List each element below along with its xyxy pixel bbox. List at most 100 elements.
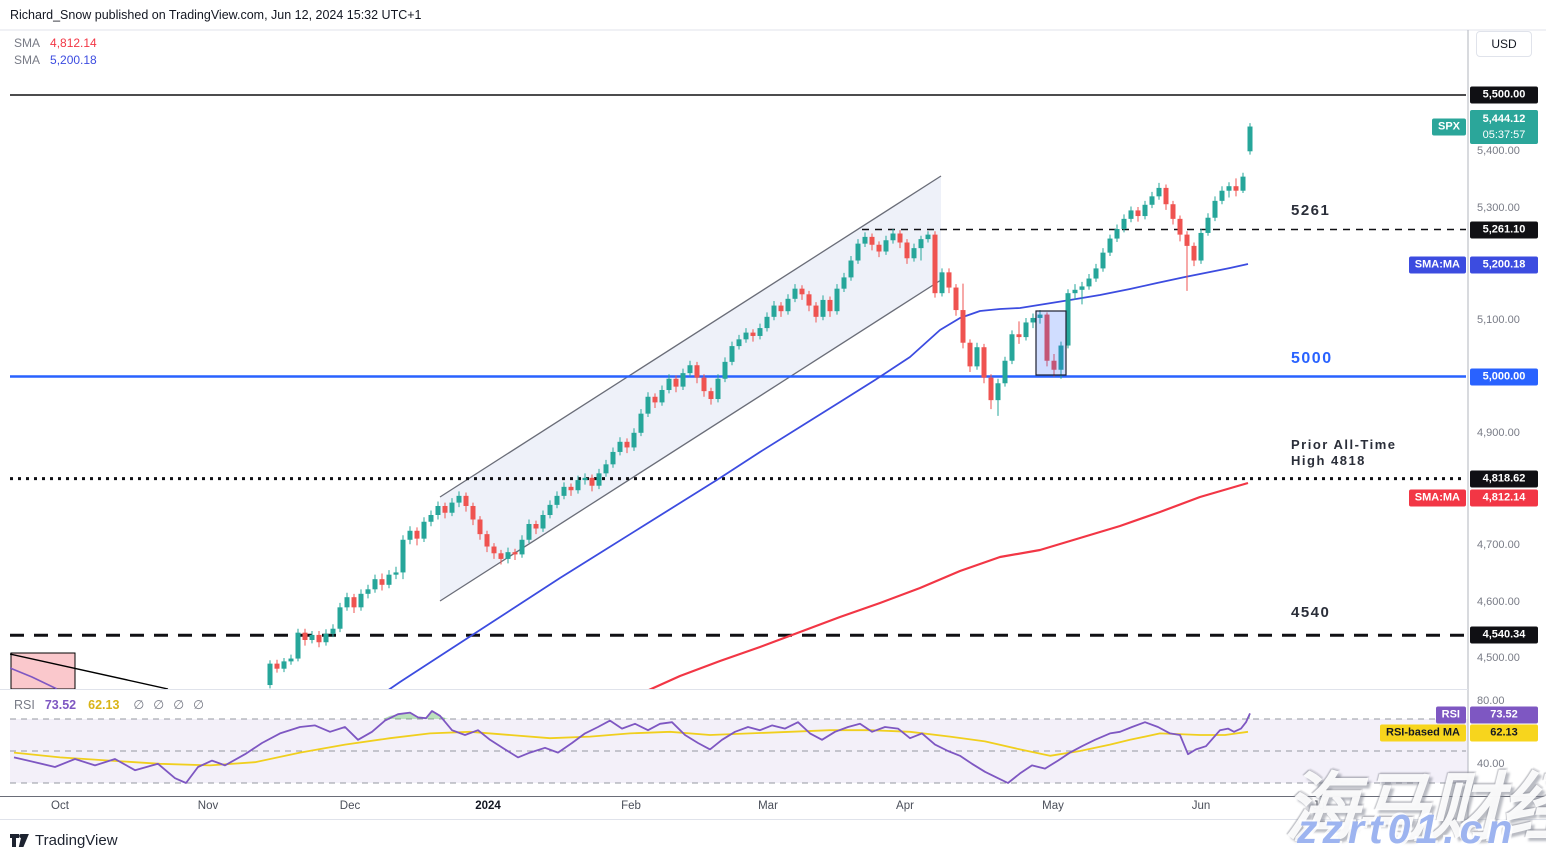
candle-body xyxy=(1205,217,1211,233)
candle-body xyxy=(519,539,525,555)
wedge-purple-line xyxy=(10,667,58,689)
candle-body xyxy=(295,632,301,659)
candle-body xyxy=(1240,176,1246,191)
candle-body xyxy=(960,310,966,343)
candle-body xyxy=(967,342,973,367)
candle-body xyxy=(498,553,504,559)
candle-body xyxy=(743,332,749,340)
candle-body xyxy=(1212,200,1218,218)
candle-body xyxy=(981,347,987,378)
candle-body xyxy=(477,519,483,535)
candle-body xyxy=(806,294,812,306)
candle-body xyxy=(1149,196,1155,205)
candle-body xyxy=(1100,252,1106,269)
candle-body xyxy=(932,234,938,294)
candle-body xyxy=(610,451,616,465)
candle-body xyxy=(1051,360,1057,370)
candle-body xyxy=(540,514,546,529)
candle-body xyxy=(344,597,350,608)
candle-body xyxy=(547,504,553,515)
candle-body xyxy=(463,495,469,506)
candle-body xyxy=(1114,228,1120,239)
candle-body xyxy=(1086,278,1092,287)
candle-body xyxy=(659,390,665,403)
candle-body xyxy=(407,530,413,540)
candle-body xyxy=(1065,293,1071,346)
rsi-line xyxy=(13,710,1251,784)
candle-body xyxy=(820,299,826,317)
candle-body xyxy=(1163,187,1169,205)
candle-body xyxy=(603,464,609,474)
candle-body xyxy=(694,365,700,378)
candle-body xyxy=(841,277,847,289)
candle-body xyxy=(988,377,994,401)
rsi-overbought-fill xyxy=(383,711,449,719)
candle-body xyxy=(974,347,980,367)
candle-body xyxy=(1219,190,1225,201)
candle-body xyxy=(827,299,833,312)
candle-body xyxy=(554,495,560,505)
currency-selector-button[interactable]: USD xyxy=(1476,31,1532,57)
candle-body xyxy=(792,288,798,299)
candle-body xyxy=(778,305,784,312)
candle-body xyxy=(589,477,595,486)
candle-body xyxy=(953,287,959,311)
candle-body xyxy=(925,234,931,240)
candle-body xyxy=(729,346,735,362)
candle-body xyxy=(1128,210,1134,219)
tradingview-brand[interactable]: TradingView xyxy=(10,832,118,849)
candle-body xyxy=(1009,334,1015,361)
candle-body xyxy=(862,236,868,244)
wedge-pattern-box xyxy=(10,652,76,689)
candle-body xyxy=(939,272,945,294)
candle-body xyxy=(757,328,763,336)
candle-body xyxy=(337,607,343,629)
candle-body xyxy=(736,339,742,347)
candle-body xyxy=(813,305,819,317)
candle-body xyxy=(722,361,728,379)
trend-channel-upper-line[interactable] xyxy=(439,175,942,498)
candles xyxy=(267,123,1253,689)
candle-body xyxy=(624,441,630,448)
candle-body xyxy=(1198,232,1204,261)
candle-body xyxy=(645,396,651,414)
pullback-highlight-box[interactable] xyxy=(1035,310,1067,376)
candle-body xyxy=(1044,314,1050,361)
candle-body xyxy=(946,272,952,288)
candle-body xyxy=(379,579,385,585)
candle-body xyxy=(869,236,875,245)
candle-body xyxy=(785,298,791,312)
candle-body xyxy=(687,365,693,374)
candle-body xyxy=(855,243,861,261)
candle-body xyxy=(617,441,623,452)
candle-body xyxy=(1002,360,1008,384)
candle-body xyxy=(764,316,770,329)
candle-body xyxy=(652,396,658,403)
candle-body xyxy=(316,634,322,643)
candle-body xyxy=(1016,334,1022,338)
candle-body xyxy=(561,486,567,496)
candle-body xyxy=(848,260,854,278)
candle-body xyxy=(750,332,756,336)
candle-body xyxy=(715,378,721,400)
candle-body xyxy=(1191,245,1197,261)
candle-body xyxy=(1135,210,1141,217)
candle-body xyxy=(834,288,840,312)
candle-body xyxy=(771,305,777,317)
candle-body xyxy=(1233,186,1239,191)
candle-body xyxy=(442,505,448,513)
candle-body xyxy=(1072,289,1078,294)
candle-body xyxy=(1093,268,1099,279)
sma-50-line xyxy=(388,263,1249,689)
candle-body xyxy=(302,632,308,640)
candle-body xyxy=(904,242,910,259)
candle-body xyxy=(330,628,336,634)
candle-body xyxy=(1226,186,1232,191)
candle-body xyxy=(673,378,679,387)
candle-body xyxy=(708,391,714,400)
candle-body xyxy=(876,244,882,252)
candle-body xyxy=(1142,204,1148,217)
rsi-pane xyxy=(10,710,1468,784)
candle-body xyxy=(1156,187,1162,197)
